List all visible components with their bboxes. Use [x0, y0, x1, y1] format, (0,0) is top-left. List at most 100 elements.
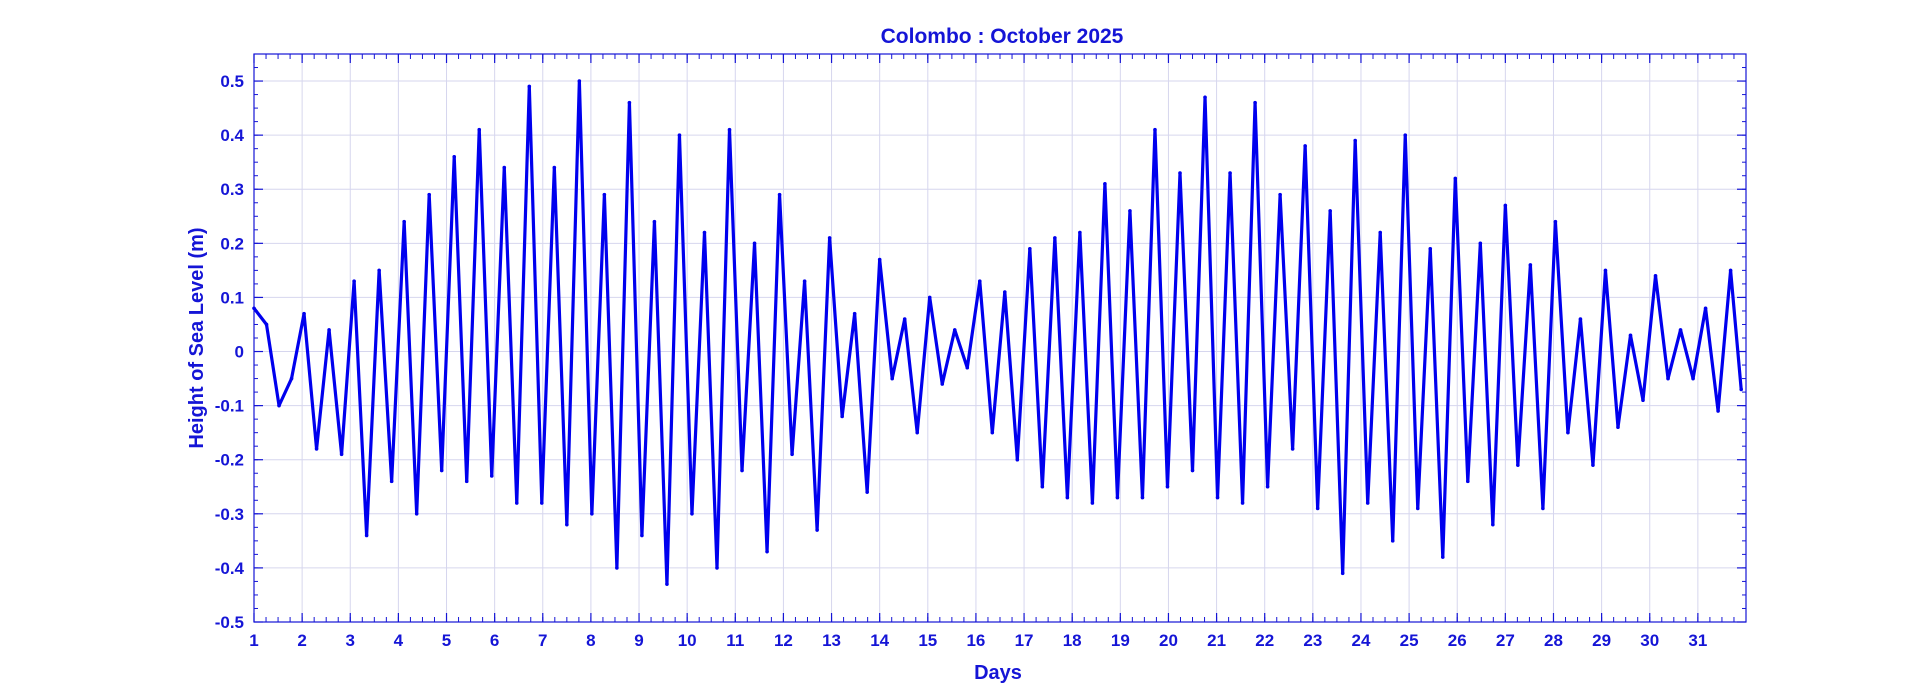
x-tick-label: 1: [249, 631, 258, 650]
sea-level-point: [752, 241, 757, 246]
y-tick-label: 0.3: [220, 180, 244, 199]
sea-level-point: [827, 236, 832, 240]
sea-level-point: [302, 311, 306, 316]
sea-level-point: [1315, 506, 1320, 511]
sea-level-point: [677, 133, 682, 137]
y-tick-label: -0.2: [215, 451, 244, 470]
sea-level-point: [665, 582, 669, 586]
x-tick-label: 2: [297, 631, 306, 650]
sea-level-point: [965, 365, 970, 370]
sea-level-point: [1678, 328, 1683, 332]
sea-level-point: [1165, 484, 1170, 489]
sea-level-point: [915, 430, 920, 435]
x-tick-label: 8: [586, 631, 595, 650]
sea-level-point: [1403, 133, 1408, 137]
sea-level-point: [890, 376, 894, 381]
sea-level-point: [1053, 236, 1057, 240]
axis-ticks: [253, 53, 1747, 623]
sea-level-point: [527, 84, 532, 89]
x-tick-label: 20: [1159, 631, 1178, 650]
sea-level-point: [1541, 506, 1545, 511]
sea-level-point: [1566, 430, 1570, 435]
sea-level-point: [1103, 182, 1107, 186]
sea-level-point: [364, 533, 369, 538]
sea-level-point: [464, 479, 469, 484]
x-tick-label: 25: [1400, 631, 1419, 650]
y-tick-label: -0.5: [215, 613, 244, 632]
sea-level-point: [940, 382, 945, 386]
sea-level-point: [1128, 209, 1132, 213]
x-tick-label: 11: [726, 631, 744, 650]
x-tick-label: 3: [346, 631, 355, 650]
sea-level-point: [339, 452, 344, 457]
sea-level-point: [615, 566, 619, 570]
sea-level-point: [1728, 268, 1733, 273]
x-tick-label: 16: [966, 631, 985, 650]
y-tick-label: 0.5: [220, 72, 244, 91]
sea-level-point: [702, 230, 707, 235]
x-tick-label: 22: [1255, 631, 1274, 650]
y-tick-label: 0.2: [220, 234, 244, 253]
x-tick-label: 9: [634, 631, 643, 650]
x-tick-label: 24: [1352, 631, 1371, 650]
sea-level-point: [352, 279, 356, 284]
x-tick-label: 14: [870, 631, 889, 650]
sea-level-point: [1378, 230, 1383, 235]
x-tick-label: 26: [1448, 631, 1467, 650]
sea-level-point: [565, 522, 569, 527]
x-tick-label: 28: [1544, 631, 1563, 650]
sea-level-point: [1503, 203, 1508, 208]
sea-level-point: [1253, 100, 1257, 105]
sea-level-point: [852, 311, 857, 316]
sea-level-point: [1278, 192, 1282, 197]
sea-level-point: [802, 279, 807, 284]
sea-level-point: [1153, 127, 1157, 132]
sea-level-point: [1653, 273, 1658, 278]
sea-level-point: [414, 512, 419, 516]
sea-level-point: [952, 328, 957, 332]
sea-level-point: [690, 512, 694, 516]
sea-level-point: [1228, 171, 1232, 175]
sea-level-point: [389, 479, 394, 484]
sea-level-point: [427, 192, 431, 197]
sea-level-point: [840, 414, 844, 419]
sea-level-point: [1028, 246, 1032, 251]
sea-level-point: [1115, 495, 1120, 500]
sea-level-point: [514, 501, 519, 505]
sea-level-point: [1203, 95, 1207, 100]
series-layer: [252, 79, 1743, 586]
sea-level-point: [927, 295, 932, 300]
sea-level-point: [1628, 333, 1633, 338]
sea-level-point: [540, 501, 544, 505]
y-axis-label: Height of Sea Level (m): [186, 227, 208, 448]
x-tick-label: 6: [490, 631, 499, 650]
x-tick-label: 18: [1063, 631, 1082, 650]
sea-level-point: [1290, 447, 1295, 451]
sea-level-point: [552, 165, 557, 170]
sea-level-point: [977, 279, 982, 284]
x-tick-label: 27: [1496, 631, 1515, 650]
chart-title: Colombo : October 2025: [881, 25, 1124, 48]
sea-level-point: [1666, 376, 1670, 381]
x-tick-label: 15: [918, 631, 937, 650]
sea-level-point: [1516, 463, 1520, 467]
sea-level-point: [1090, 501, 1095, 505]
x-tick-label: 21: [1207, 631, 1226, 650]
x-axis-label: Days: [974, 662, 1022, 684]
sea-level-point: [1491, 522, 1495, 527]
sea-level-point: [790, 452, 794, 457]
sea-level-point: [277, 403, 281, 408]
sea-level-point: [1240, 501, 1245, 505]
y-tick-label: 0.1: [220, 288, 244, 307]
sea-level-point: [1265, 484, 1270, 489]
sea-level-point: [1065, 495, 1070, 500]
sea-level-point: [1716, 409, 1720, 413]
sea-level-point: [1616, 425, 1620, 430]
sea-level-point: [1603, 268, 1608, 273]
sea-level-point: [1428, 246, 1433, 251]
x-tick-label: 12: [774, 631, 793, 650]
sea-level-point: [1140, 495, 1145, 500]
sea-level-line: [252, 79, 1743, 586]
x-tick-label: 23: [1303, 631, 1322, 650]
